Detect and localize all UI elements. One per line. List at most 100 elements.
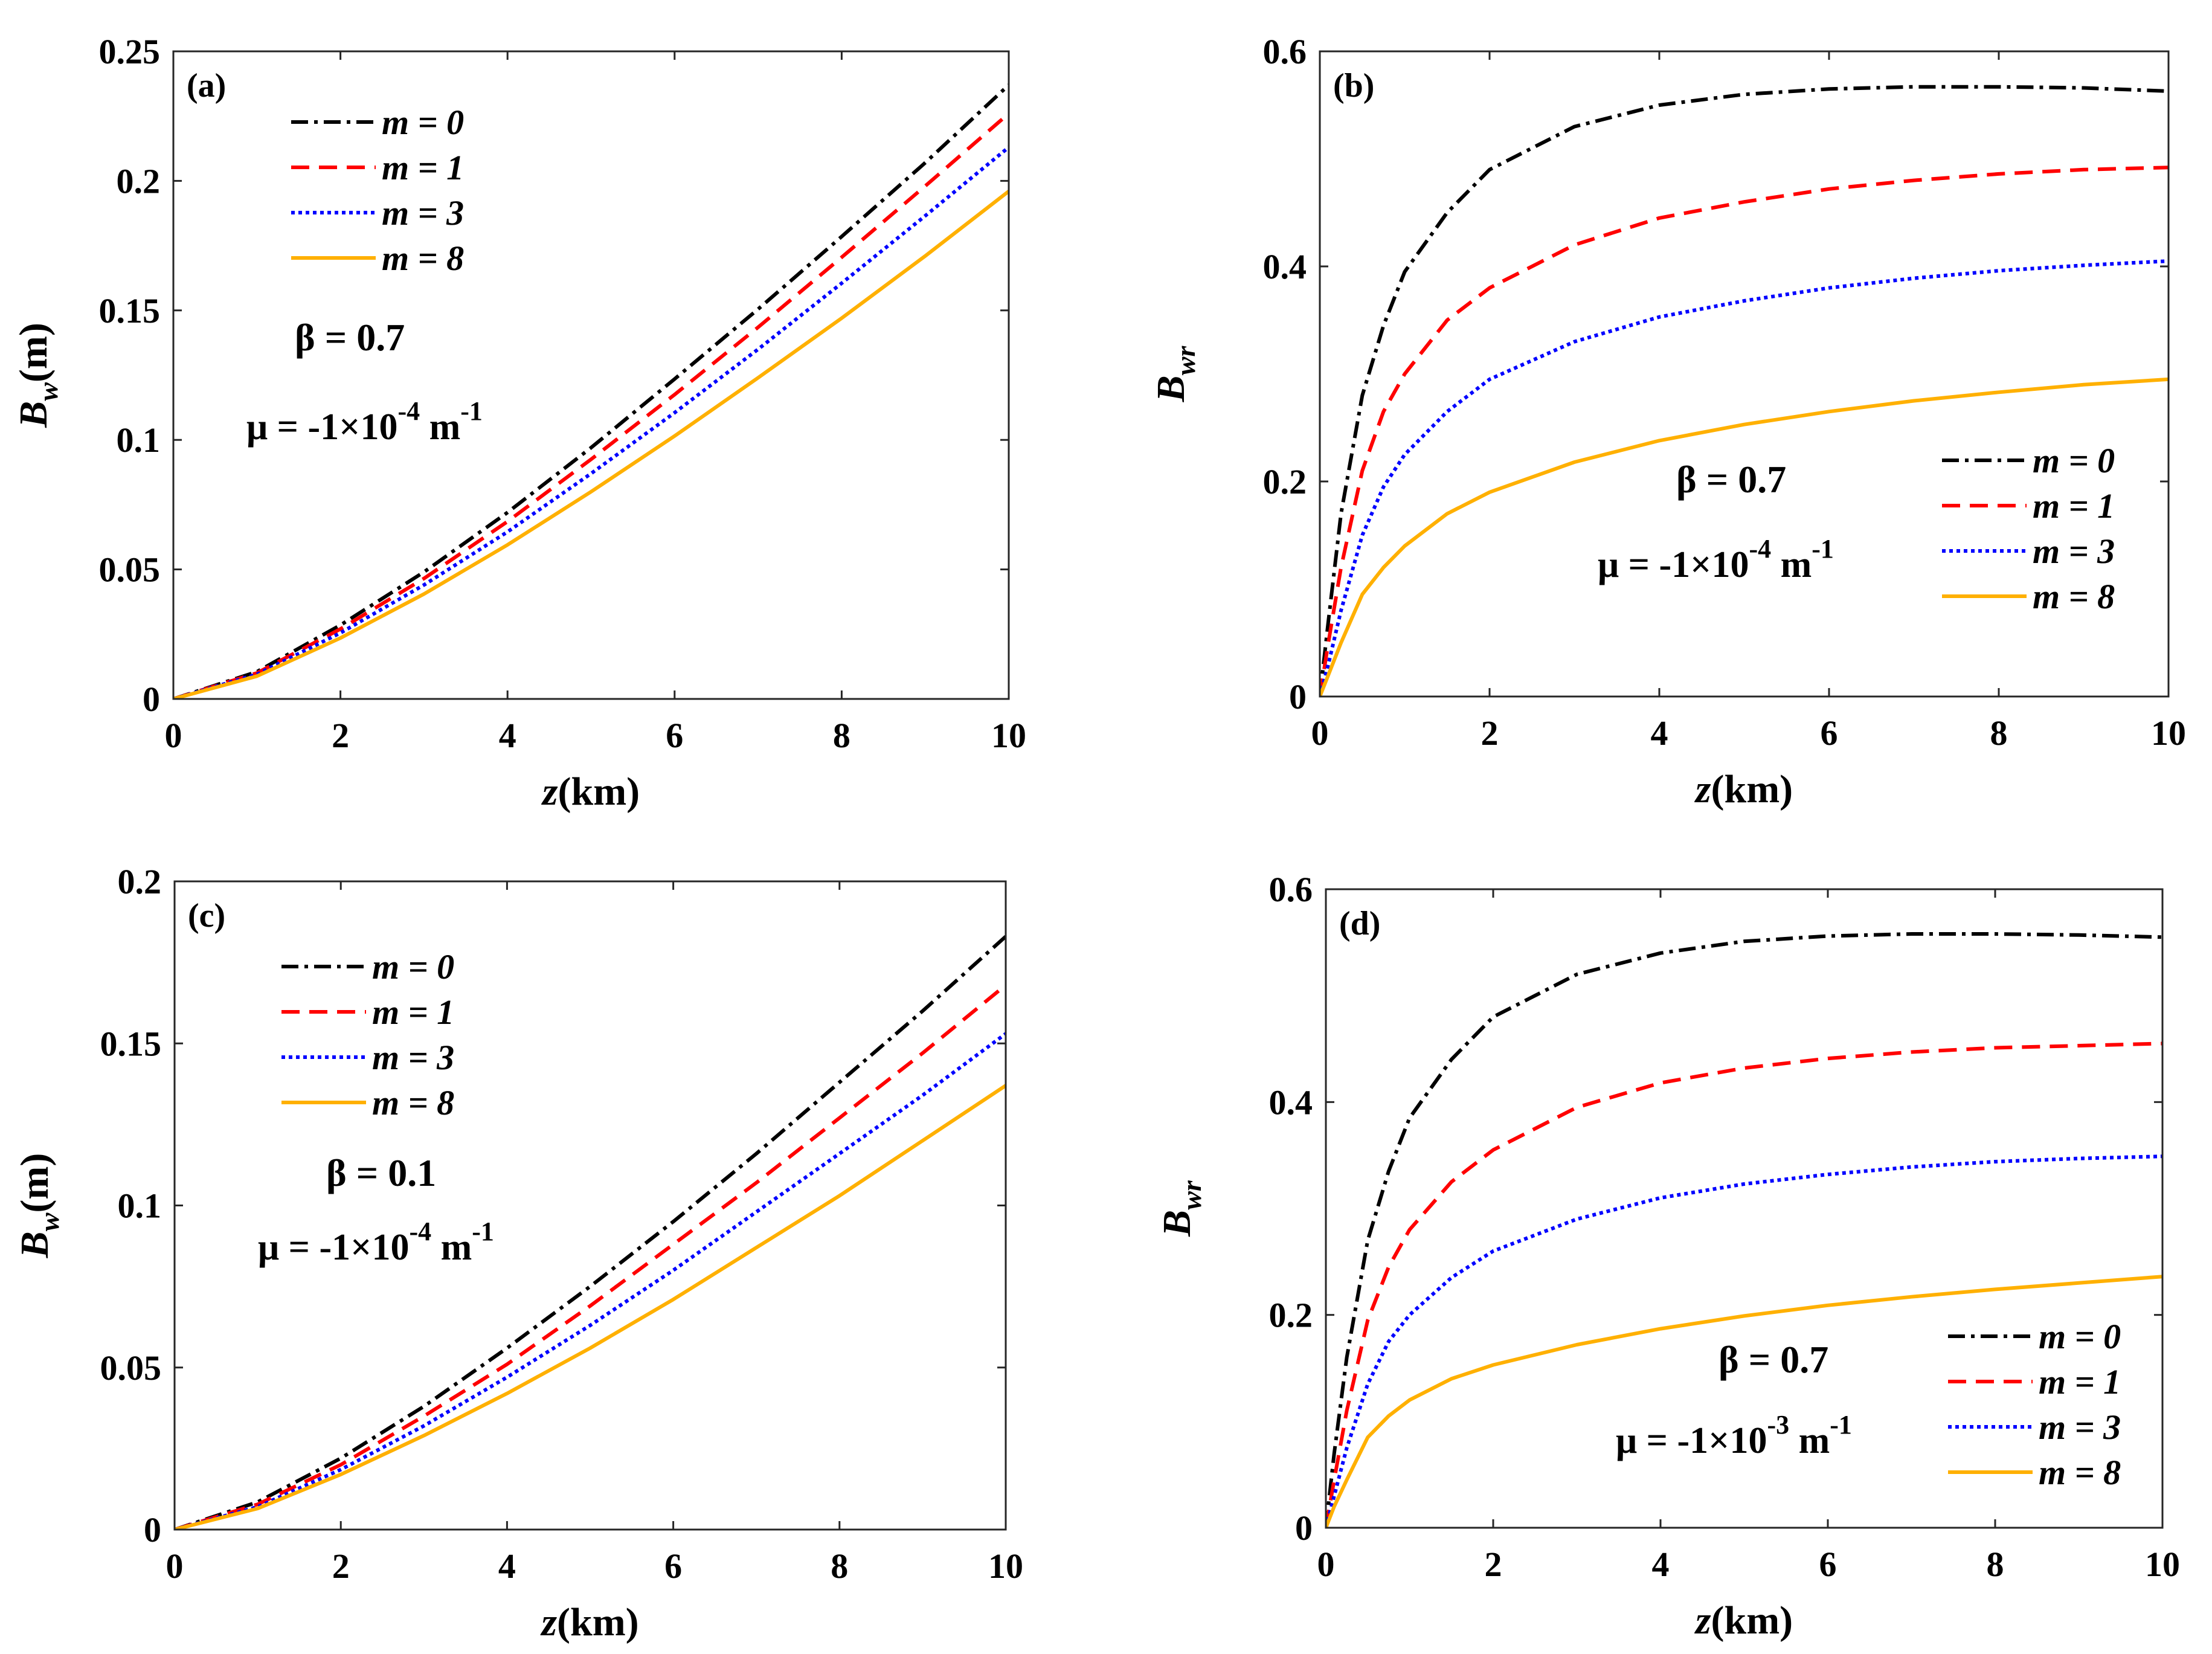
axes-box-b <box>1319 50 2170 698</box>
x-tick-label-b-0: 0 <box>1311 713 1329 753</box>
legend-text-d-3: m = 8 <box>2039 1453 2121 1492</box>
y-tick-label-d-2: 0.4 <box>1269 1083 1313 1122</box>
x-tick-label-a-2: 4 <box>499 716 516 755</box>
panel-d: 0 2 4 6 8 10 0 0.2 0.4 0.6 z(km) Bwr (d) m = 0 m = 1 m … <box>1155 870 2180 1643</box>
axes-box-c <box>173 880 1007 1531</box>
mu-unit-b: m <box>1781 544 1812 585</box>
y-tick-label-c-4: 0.2 <box>118 862 162 901</box>
y-tick-label-a-3: 0.15 <box>99 291 161 330</box>
mu-text-c: μ = -1×10 <box>258 1227 409 1268</box>
legend-item-d-3: m = 8 <box>2039 1453 2121 1492</box>
legend-item-c-0: m = 0 <box>372 947 454 986</box>
y-axis-sub-d: wr <box>1176 1180 1207 1210</box>
x-axis-var-b: z <box>1694 767 1711 811</box>
legend-item-b-1: m = 1 <box>2033 486 2115 526</box>
y-axis-sub-a: w <box>33 382 63 401</box>
panel-b: 0 2 4 6 8 10 0 0.2 0.4 0.6 z(km) Bwr (b) m = 0 m = 1 m … <box>1149 32 2186 811</box>
x-axis-label-b: z(km) <box>1694 767 1793 811</box>
y-tick-label-b-3: 0.6 <box>1263 32 1307 71</box>
x-axis-var-c: z <box>540 1600 557 1644</box>
y-axis-unit-c: (m) <box>13 1153 57 1213</box>
series-line-d-0 <box>1326 932 2162 1528</box>
x-tick-label-c-4: 8 <box>831 1546 848 1586</box>
x-tick-label-b-3: 6 <box>1821 713 1838 753</box>
y-axis-label-d: Bwr <box>1155 1180 1207 1237</box>
y-axis-sub-c: w <box>34 1212 65 1231</box>
mu-annotation-c: μ = -1×10-4 m-1 <box>258 1217 494 1268</box>
legend-text-c-3: m = 8 <box>372 1083 454 1122</box>
beta-annotation-d: β = 0.7 <box>1718 1338 1828 1381</box>
beta-annotation-c: β = 0.1 <box>326 1151 436 1194</box>
y-tick-label-b-2: 0.4 <box>1263 247 1307 286</box>
y-tick-label-b-1: 0.2 <box>1263 462 1307 501</box>
x-tick-label-d-1: 2 <box>1485 1545 1502 1584</box>
x-tick-label-a-4: 8 <box>833 716 850 755</box>
mu-text-b: μ = -1×10 <box>1598 544 1749 585</box>
x-tick-label-d-2: 4 <box>1652 1545 1670 1584</box>
mu-unit-d: m <box>1799 1420 1830 1461</box>
x-axis-var-d: z <box>1694 1598 1711 1643</box>
panel-label-a: (a) <box>187 67 226 105</box>
legend-item-a-3: m = 8 <box>382 239 464 278</box>
x-tick-label-c-5: 10 <box>988 1546 1023 1586</box>
series-line-c-1 <box>175 983 1006 1530</box>
y-axis-var-d: B <box>1155 1210 1199 1237</box>
mu-exp-b: -4 <box>1749 534 1771 564</box>
x-tick-label-c-2: 4 <box>498 1546 516 1586</box>
axes-box-d <box>1325 888 2164 1529</box>
series-line-c-3 <box>175 1084 1006 1530</box>
y-axis-label-a: Bw(m) <box>11 323 63 428</box>
panel-a: 0 2 4 6 8 10 0 0.05 0.1 0.15 0.2 0.25 z(km) Bw(m) (a) m… <box>11 32 1026 814</box>
y-axis-sub-b: wr <box>1170 346 1201 376</box>
legend-text-c-1: m = 1 <box>372 993 454 1032</box>
mu-text-d: μ = -1×10 <box>1616 1420 1767 1461</box>
x-tick-label-c-3: 6 <box>664 1546 682 1586</box>
y-axis-var-b: B <box>1149 375 1193 402</box>
series-line-b-3 <box>1320 377 2169 697</box>
legend-text-a-0: m = 0 <box>382 103 464 142</box>
x-tick-label-c-0: 0 <box>166 1546 184 1586</box>
series-line-d-2 <box>1326 1154 2162 1528</box>
mu-unit-a: m <box>429 407 461 448</box>
legend-text-b-2: m = 3 <box>2033 532 2115 571</box>
x-axis-unit-d: (km) <box>1711 1598 1793 1643</box>
legend-item-c-1: m = 1 <box>372 993 454 1032</box>
legend-text-b-0: m = 0 <box>2033 441 2115 480</box>
y-tick-label-b-0: 0 <box>1289 677 1307 716</box>
legend-item-b-2: m = 3 <box>2033 532 2115 571</box>
y-axis-label-c: Bw(m) <box>13 1153 65 1259</box>
series-line-a-3 <box>173 190 1009 699</box>
legend-item-a-0: m = 0 <box>382 103 464 142</box>
x-tick-label-a-0: 0 <box>165 716 182 755</box>
y-tick-label-d-3: 0.6 <box>1269 870 1313 909</box>
legend-text-a-2: m = 3 <box>382 193 464 233</box>
mu-unit-exp-b: -1 <box>1812 534 1834 564</box>
x-tick-label-d-5: 10 <box>2145 1545 2180 1584</box>
mu-annotation-d: μ = -1×10-3 m-1 <box>1616 1410 1852 1461</box>
series-line-b-0 <box>1320 85 2169 697</box>
beta-annotation-a: β = 0.7 <box>295 316 405 359</box>
legend-text-b-3: m = 8 <box>2033 577 2115 616</box>
legend-item-c-3: m = 8 <box>372 1083 454 1122</box>
x-tick-label-b-5: 10 <box>2151 713 2186 753</box>
x-tick-label-d-4: 8 <box>1987 1545 2004 1584</box>
x-tick-label-a-1: 2 <box>332 716 349 755</box>
legend-text-a-3: m = 8 <box>382 239 464 278</box>
mu-unit-c: m <box>441 1227 472 1268</box>
x-tick-label-b-4: 8 <box>1990 713 2008 753</box>
x-axis-label-a: z(km) <box>541 770 640 814</box>
y-tick-label-c-0: 0 <box>144 1510 161 1549</box>
panel-label-c: (c) <box>188 897 225 935</box>
x-tick-label-d-3: 6 <box>1819 1545 1837 1584</box>
legend-text-d-2: m = 3 <box>2039 1408 2121 1447</box>
legend-text-b-1: m = 1 <box>2033 486 2115 526</box>
series-line-c-2 <box>175 1032 1006 1530</box>
series-line-a-1 <box>173 112 1009 699</box>
legend-text-a-1: m = 1 <box>382 148 464 187</box>
y-tick-label-a-4: 0.2 <box>117 161 161 201</box>
y-tick-label-c-2: 0.1 <box>118 1186 162 1226</box>
beta-annotation-b: β = 0.7 <box>1676 458 1786 501</box>
panel-label-b: (b) <box>1333 67 1374 105</box>
x-axis-unit-b: (km) <box>1711 767 1793 811</box>
legend-item-a-1: m = 1 <box>382 148 464 187</box>
